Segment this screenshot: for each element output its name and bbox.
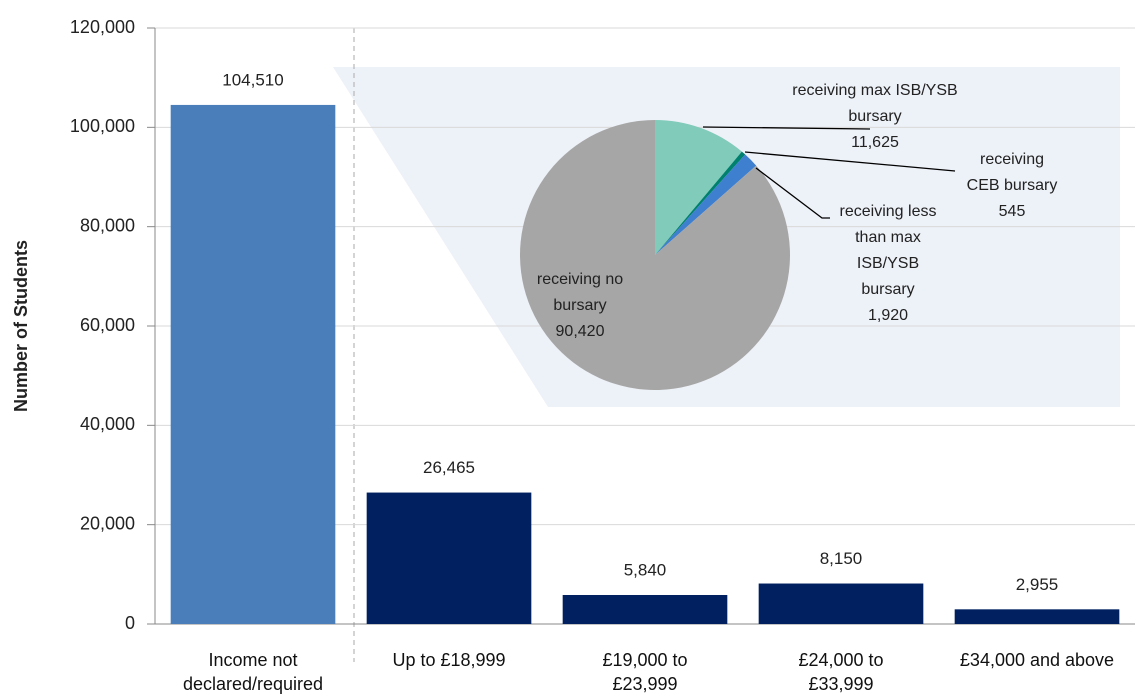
leader-line xyxy=(702,126,871,130)
data-label: 2,955 xyxy=(1016,575,1059,594)
data-label: 8,150 xyxy=(820,549,863,568)
data-label: 26,465 xyxy=(423,458,475,477)
x-tick-label: £19,000 to £23,999 xyxy=(602,650,688,694)
bar xyxy=(562,594,728,624)
pie-label: receiving max ISB/YSB bursary 11,625 xyxy=(790,78,960,156)
pie-label-name: receiving CEB bursary xyxy=(966,151,1058,194)
y-tick-label: 60,000 xyxy=(80,315,135,335)
pie-label: receiving CEB bursary 545 xyxy=(962,147,1062,225)
x-tick-label: Up to £18,999 xyxy=(392,650,506,670)
pie-slice xyxy=(520,120,791,390)
pie-label-name: receiving no bursary xyxy=(536,271,624,314)
data-label: 104,510 xyxy=(222,70,283,89)
pie-slice xyxy=(655,151,746,255)
y-tick-label: 20,000 xyxy=(80,513,135,533)
y-tick-label: 100,000 xyxy=(70,116,135,136)
data-label: 5,840 xyxy=(624,560,667,579)
bar xyxy=(170,104,336,625)
pie-label: receiving no bursary 90,420 xyxy=(525,267,635,345)
pie-slice xyxy=(655,154,757,255)
leader-line xyxy=(755,167,830,219)
x-tick-label: Income not declared/required xyxy=(182,650,324,694)
pie-label-value: 1,920 xyxy=(867,307,909,324)
y-tick-label: 40,000 xyxy=(80,414,135,434)
pie-label-name: receiving max ISB/YSB bursary xyxy=(792,82,958,125)
y-tick-label: 0 xyxy=(125,613,135,633)
bar xyxy=(758,583,924,624)
pie-label-value: 11,625 xyxy=(851,134,899,151)
y-axis-title: Number of Students xyxy=(11,240,31,412)
x-tick-label: £34,000 and above xyxy=(959,650,1115,670)
bar xyxy=(366,492,532,624)
pie-label-value: 545 xyxy=(998,203,1026,220)
pie-slice xyxy=(655,120,742,255)
y-tick-label: 80,000 xyxy=(80,215,135,235)
pie-label-value: 90,420 xyxy=(555,323,605,340)
pie-label-name: receiving less than max ISB/YSB bursary xyxy=(839,203,937,298)
pie-label: receiving less than max ISB/YSB bursary 1… xyxy=(833,199,943,329)
x-tick-label: £24,000 to £33,999 xyxy=(798,650,884,694)
leader-line xyxy=(744,151,956,172)
bar xyxy=(954,609,1120,624)
y-tick-label: 120,000 xyxy=(70,17,135,37)
